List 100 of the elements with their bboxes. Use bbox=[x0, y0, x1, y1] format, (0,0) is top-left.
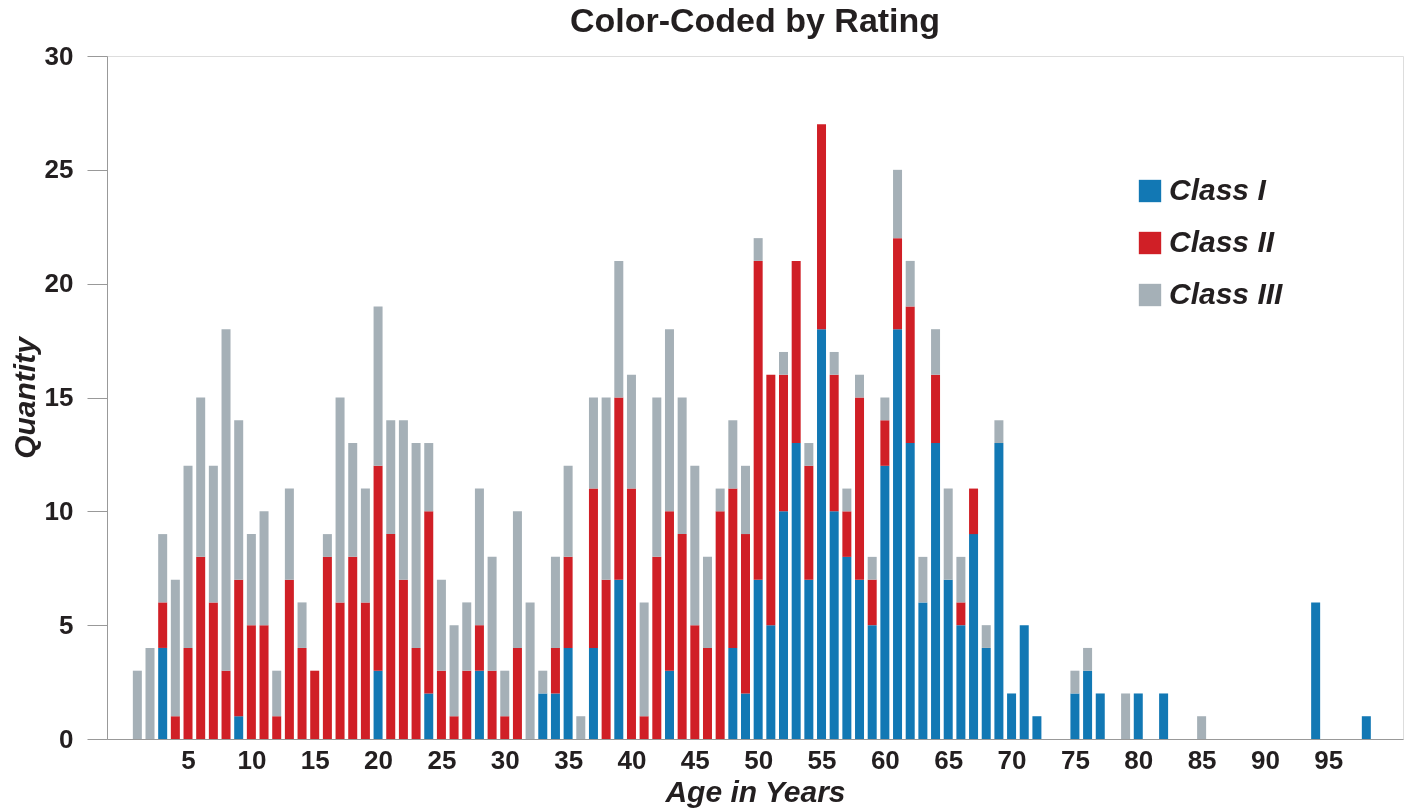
bar bbox=[512, 511, 522, 648]
x-tick-label: 30 bbox=[490, 744, 520, 775]
bar bbox=[855, 397, 865, 580]
bar bbox=[474, 488, 484, 626]
bar bbox=[779, 351, 789, 375]
bar bbox=[487, 670, 497, 739]
bar bbox=[360, 602, 370, 739]
x-tick-label: 55 bbox=[807, 744, 837, 775]
bar bbox=[652, 556, 662, 739]
bar bbox=[741, 693, 750, 739]
bar bbox=[829, 374, 839, 512]
bar bbox=[487, 556, 497, 671]
bar bbox=[1032, 716, 1042, 739]
bar bbox=[436, 579, 446, 671]
bar bbox=[664, 329, 674, 512]
x-tick-label: 25 bbox=[427, 744, 457, 775]
bar bbox=[918, 602, 928, 739]
bar bbox=[1197, 716, 1207, 739]
bar bbox=[297, 647, 307, 739]
bar bbox=[259, 625, 269, 739]
bar bbox=[424, 693, 434, 739]
bar bbox=[702, 556, 712, 648]
bar bbox=[690, 625, 700, 739]
bar bbox=[956, 602, 966, 626]
bar bbox=[335, 602, 345, 739]
bar bbox=[335, 397, 345, 603]
bar bbox=[779, 374, 789, 512]
bar bbox=[614, 260, 624, 398]
bar bbox=[436, 670, 446, 739]
bar bbox=[259, 511, 269, 626]
bar bbox=[880, 420, 890, 466]
bar bbox=[588, 488, 598, 648]
bar bbox=[994, 420, 1004, 444]
bar bbox=[550, 556, 560, 648]
bar bbox=[601, 397, 611, 580]
bar bbox=[804, 465, 814, 580]
x-tick-label: 20 bbox=[364, 744, 394, 775]
bar bbox=[1133, 693, 1143, 739]
bar bbox=[348, 443, 358, 557]
bar bbox=[563, 556, 573, 648]
bar bbox=[766, 625, 776, 739]
legend-label: Class II bbox=[1169, 225, 1275, 258]
bar bbox=[804, 443, 814, 466]
y-tick-label: 30 bbox=[44, 40, 74, 71]
y-tick-label: 15 bbox=[44, 382, 74, 412]
bar bbox=[1121, 693, 1131, 739]
bar bbox=[804, 579, 814, 739]
bar bbox=[791, 260, 801, 444]
bar bbox=[284, 488, 294, 580]
y-tick-label: 20 bbox=[44, 268, 74, 299]
bar bbox=[563, 647, 573, 739]
y-tick-label: 25 bbox=[44, 154, 74, 185]
bar bbox=[563, 465, 573, 557]
bar bbox=[297, 602, 307, 648]
bar bbox=[893, 329, 903, 739]
bar bbox=[867, 556, 877, 580]
bar bbox=[322, 534, 332, 557]
bar bbox=[500, 670, 510, 717]
bar bbox=[1083, 670, 1093, 739]
bar bbox=[893, 238, 903, 330]
y-tick-label: 0 bbox=[59, 723, 74, 754]
bar bbox=[626, 374, 636, 489]
x-tick-label: 80 bbox=[1124, 744, 1154, 775]
bar bbox=[601, 579, 611, 739]
bar bbox=[158, 602, 168, 648]
bar bbox=[842, 511, 852, 557]
bar bbox=[500, 716, 510, 739]
bar bbox=[1019, 625, 1029, 739]
bar bbox=[842, 488, 852, 512]
bar bbox=[196, 397, 206, 557]
bar bbox=[196, 556, 206, 739]
bar bbox=[310, 670, 320, 739]
bar bbox=[462, 670, 472, 739]
bar bbox=[855, 374, 865, 398]
bar bbox=[969, 534, 979, 739]
bar bbox=[690, 465, 700, 626]
bar bbox=[588, 647, 598, 739]
chart-title: Color-Coded by Rating bbox=[569, 1, 941, 39]
bar bbox=[905, 260, 915, 307]
bar bbox=[1311, 602, 1321, 739]
bar bbox=[702, 647, 712, 739]
bar bbox=[525, 602, 535, 739]
bar bbox=[791, 443, 801, 739]
bar bbox=[1159, 693, 1169, 739]
x-tick-label: 15 bbox=[300, 744, 330, 775]
bar bbox=[411, 443, 421, 648]
y-axis-title: Quantity bbox=[7, 335, 41, 459]
bar bbox=[728, 420, 738, 489]
bar bbox=[538, 670, 548, 694]
bar bbox=[969, 488, 979, 535]
x-tick-label: 50 bbox=[744, 744, 774, 775]
bar bbox=[158, 534, 168, 603]
bar bbox=[221, 329, 231, 671]
bar bbox=[918, 556, 928, 603]
bar bbox=[474, 625, 484, 671]
bar bbox=[234, 579, 244, 717]
bar bbox=[360, 488, 370, 603]
bar bbox=[753, 579, 763, 739]
bar bbox=[424, 511, 434, 694]
bar bbox=[208, 602, 218, 739]
